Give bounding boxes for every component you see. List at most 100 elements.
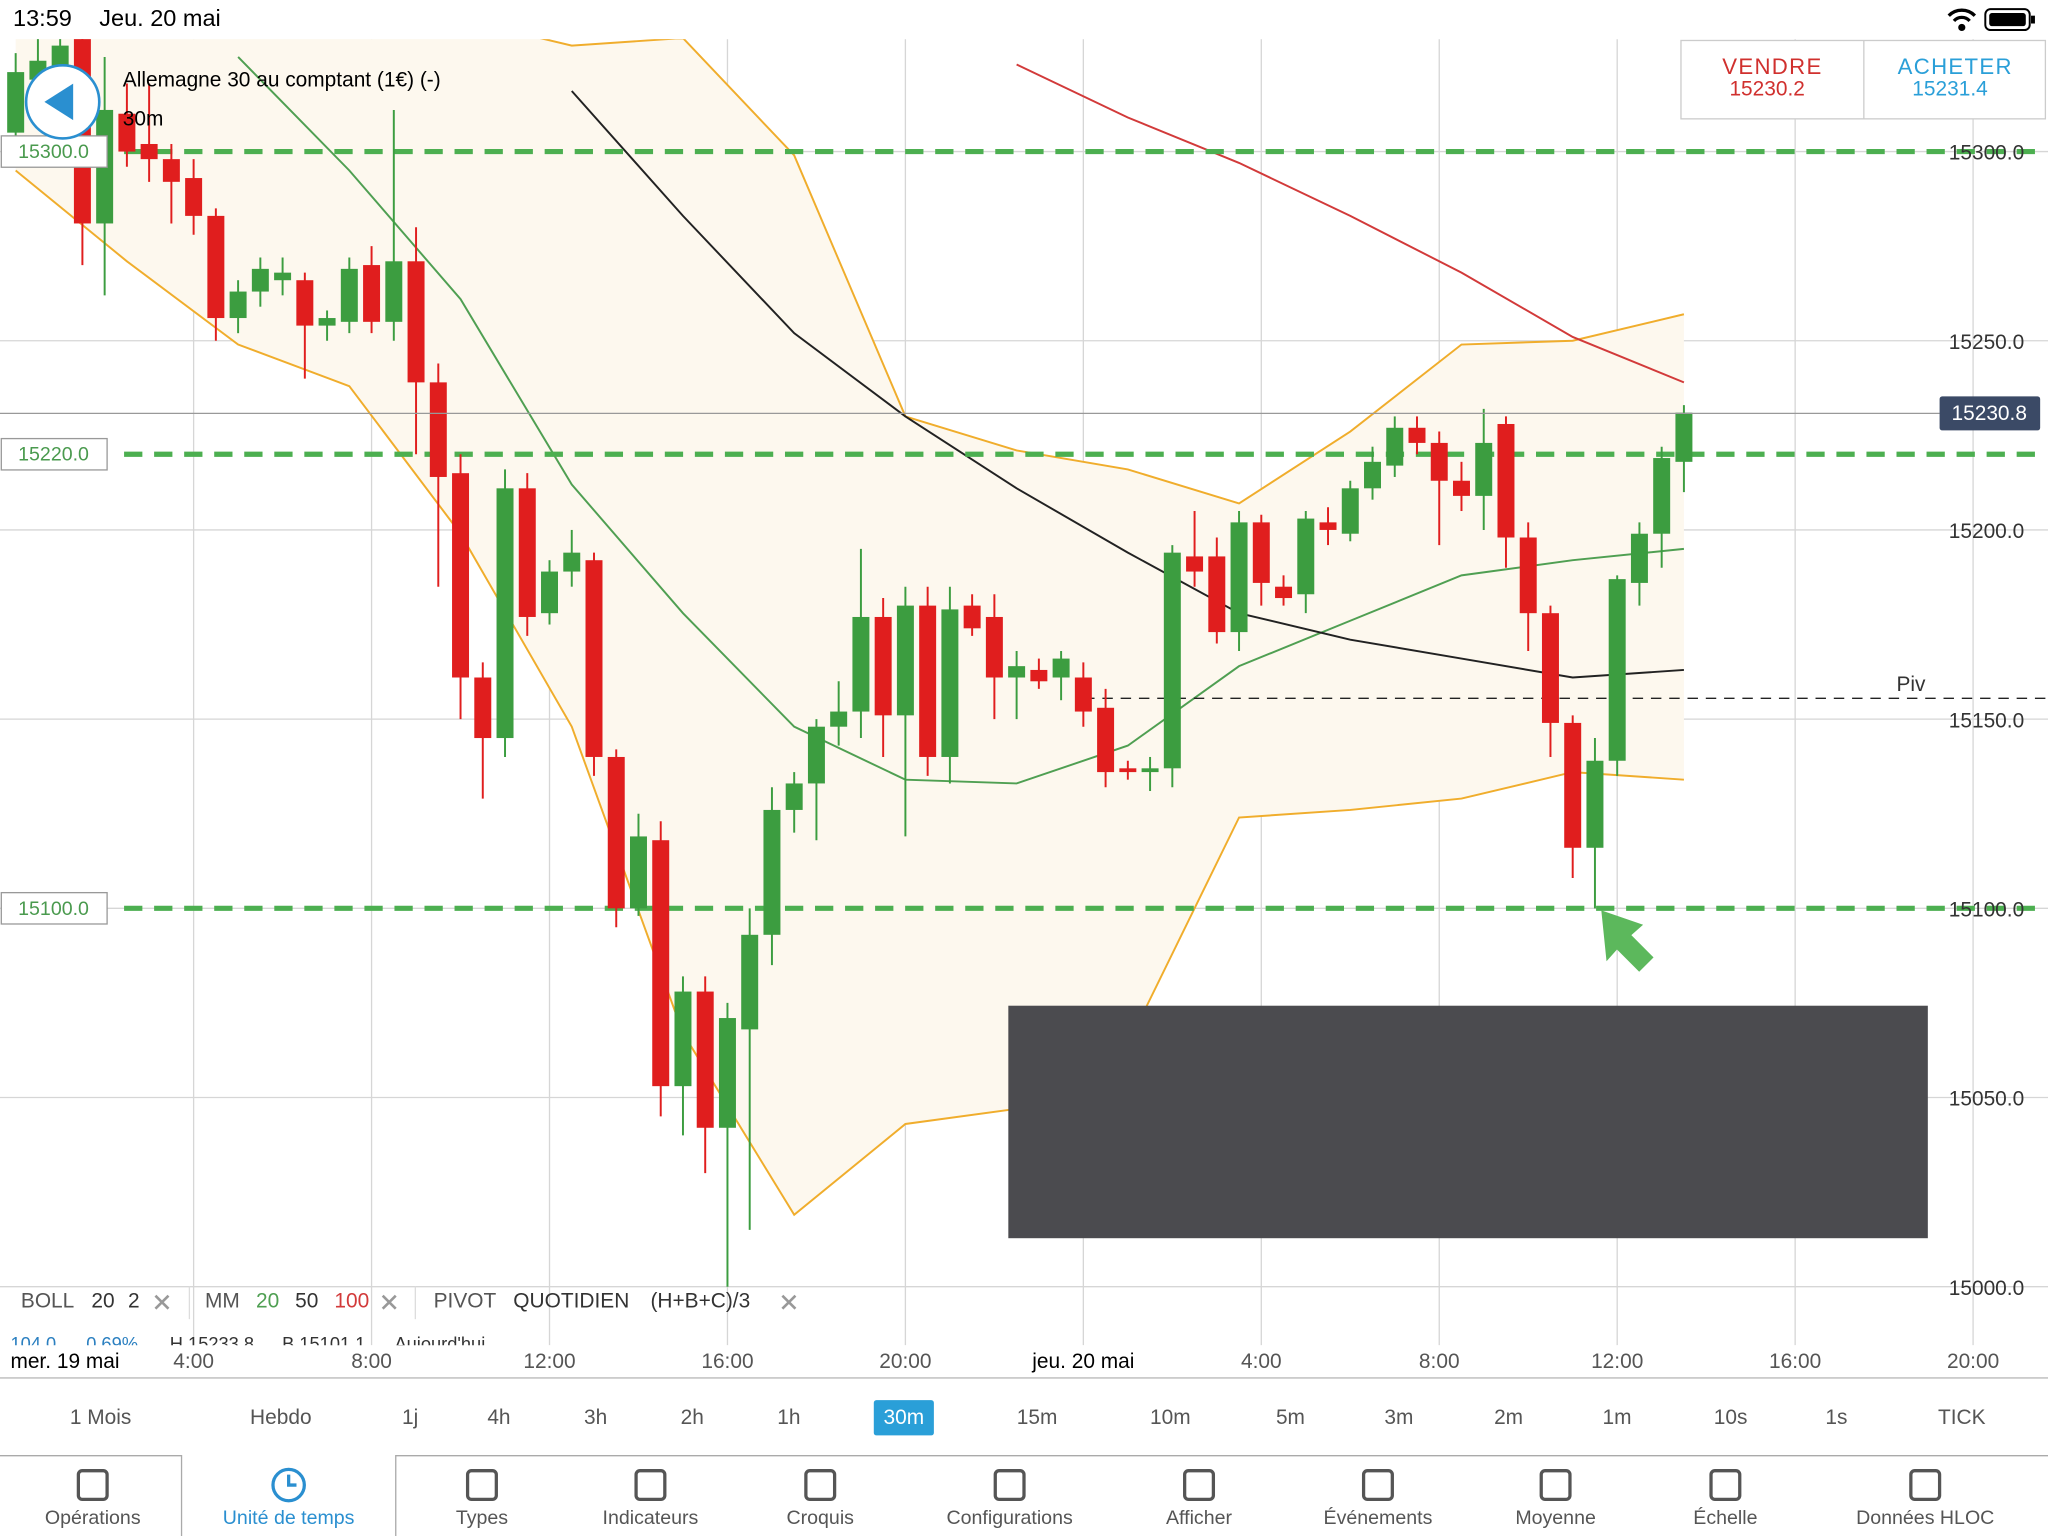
x-tick-label: mer. 19 mai — [10, 1350, 119, 1373]
buy-price[interactable]: 15231.4 — [1912, 78, 1987, 101]
tool-label[interactable]: Événements — [1324, 1506, 1433, 1529]
stat: B 15101.1 — [282, 1333, 365, 1354]
timeframe[interactable]: 10m — [1150, 1406, 1191, 1429]
candle-body — [1030, 669, 1048, 682]
candle-body — [1386, 427, 1404, 466]
tool-button[interactable]: Données HLOC — [1856, 1469, 1994, 1529]
y-tick-label: 15100.0 — [1949, 898, 2024, 921]
candle-body — [474, 677, 492, 739]
tool-button[interactable]: Événements — [1324, 1469, 1433, 1529]
buy-button[interactable]: ACHETER 15231.4 — [1898, 54, 2013, 101]
candle-body — [1519, 537, 1537, 614]
toolbar: 1 Mois Hebdo 1j 4h 3h 2h 1h 30m 15m 10m 5m 3m 2m 1m 10… — [45, 1400, 1994, 1529]
tool-button[interactable]: Afficher — [1166, 1469, 1233, 1529]
remove-pivot[interactable] — [781, 1294, 797, 1310]
arrow — [1601, 910, 1654, 972]
tool-button[interactable]: Indicateurs — [603, 1469, 699, 1529]
candle-body — [1186, 556, 1204, 572]
candle-body — [852, 616, 870, 712]
timeframe[interactable]: 3h — [584, 1406, 607, 1429]
candle-body — [1297, 518, 1315, 595]
remove-ma[interactable] — [381, 1294, 397, 1310]
sell-price[interactable]: 15230.2 — [1729, 78, 1804, 101]
tool-button[interactable]: Unité de temps — [223, 1467, 355, 1529]
candle-body — [741, 934, 759, 1030]
x-tick-label: 12:00 — [1591, 1350, 1643, 1373]
tool-icon — [1539, 1469, 1572, 1502]
candle-body — [496, 488, 514, 739]
candle-body — [251, 268, 269, 292]
x-tick-label: 8:00 — [1419, 1350, 1460, 1373]
candle-body — [1319, 522, 1337, 530]
buy-label[interactable]: ACHETER — [1898, 54, 2013, 79]
timeframe[interactable]: 10s — [1714, 1406, 1748, 1429]
tool-label[interactable]: Échelle — [1693, 1506, 1757, 1529]
timeframe[interactable]: 1 Mois — [70, 1406, 131, 1429]
timeframe[interactable]: 30m — [884, 1406, 925, 1429]
candle-body — [207, 215, 225, 319]
back-button[interactable] — [24, 63, 101, 140]
timeframe[interactable]: 15m — [1017, 1406, 1058, 1429]
timeframe[interactable]: Hebdo — [250, 1406, 312, 1429]
tool-button[interactable]: Types — [456, 1469, 508, 1529]
pivot-label: Piv — [1896, 673, 1926, 696]
y-tick-label: 15300.0 — [1949, 142, 2024, 165]
tool-button[interactable]: Configurations — [947, 1469, 1073, 1529]
candle-body — [1541, 613, 1559, 723]
y-tick-label: 15050.0 — [1949, 1088, 2024, 1111]
timeframe-selected — [873, 1400, 934, 1436]
boll-label: BOLL — [21, 1290, 74, 1313]
timeframe[interactable]: 1j — [402, 1406, 418, 1429]
candle-body — [941, 609, 959, 757]
tool-button[interactable]: Opérations — [45, 1469, 141, 1529]
timeframe[interactable]: TICK — [1938, 1406, 1986, 1429]
candle-body — [429, 382, 447, 477]
x-tick-label: 16:00 — [701, 1350, 753, 1373]
x-tick-label: 4:00 — [1241, 1350, 1282, 1373]
tool-button[interactable]: Croquis — [787, 1469, 855, 1529]
timeframe[interactable]: 2m — [1494, 1406, 1523, 1429]
timeframe[interactable]: 1m — [1602, 1406, 1631, 1429]
candle-body — [274, 272, 292, 281]
candle-body — [1141, 768, 1159, 773]
tool-button[interactable]: Échelle — [1693, 1469, 1758, 1529]
timeframe[interactable]: 4h — [487, 1406, 510, 1429]
candle-body — [1430, 442, 1448, 481]
timeframe[interactable]: 5m — [1276, 1406, 1305, 1429]
wifi-icon — [1947, 8, 1977, 32]
tool-label[interactable]: Croquis — [787, 1507, 855, 1529]
annotation-box — [1008, 1005, 1928, 1239]
candle-body — [452, 473, 470, 678]
tool-icon — [1709, 1469, 1742, 1502]
tool-label[interactable]: Types — [456, 1507, 508, 1529]
candle-body — [518, 488, 536, 617]
level-label: 15220.0 — [18, 444, 89, 466]
candle-body — [162, 159, 180, 182]
toolbar-border — [0, 1455, 2048, 1536]
tool-label[interactable]: Unité de temps — [223, 1507, 355, 1529]
candle-body — [629, 836, 647, 909]
remove-boll[interactable] — [154, 1294, 170, 1310]
tool-label[interactable]: Opérations — [45, 1507, 141, 1529]
candle-body — [118, 113, 136, 152]
timeframe[interactable]: 3m — [1384, 1406, 1413, 1429]
tool-icon — [465, 1469, 498, 1502]
tool-label[interactable]: Indicateurs — [603, 1507, 699, 1529]
tool-label[interactable]: Configurations — [947, 1507, 1073, 1529]
candle-body — [1275, 586, 1293, 599]
candle-body — [674, 991, 692, 1087]
tool-icon — [804, 1469, 837, 1502]
candle-body — [1564, 722, 1582, 848]
pivot-name: PIVOT — [434, 1290, 497, 1313]
timeframe[interactable]: 1s — [1825, 1406, 1847, 1429]
sell-button[interactable]: VENDRE 15230.2 — [1722, 54, 1822, 101]
tool-label[interactable]: Données HLOC — [1856, 1507, 1994, 1529]
tool-label[interactable]: Moyenne — [1515, 1507, 1596, 1529]
timeframe[interactable]: 2h — [681, 1406, 704, 1429]
tool-label[interactable]: Afficher — [1166, 1507, 1232, 1529]
timeframe[interactable]: 1h — [777, 1406, 800, 1429]
tool-icon — [634, 1469, 667, 1502]
sell-label[interactable]: VENDRE — [1722, 54, 1822, 79]
tool-button[interactable]: Moyenne — [1515, 1469, 1596, 1529]
ma-legend: 20 50 100 — [256, 1290, 369, 1313]
